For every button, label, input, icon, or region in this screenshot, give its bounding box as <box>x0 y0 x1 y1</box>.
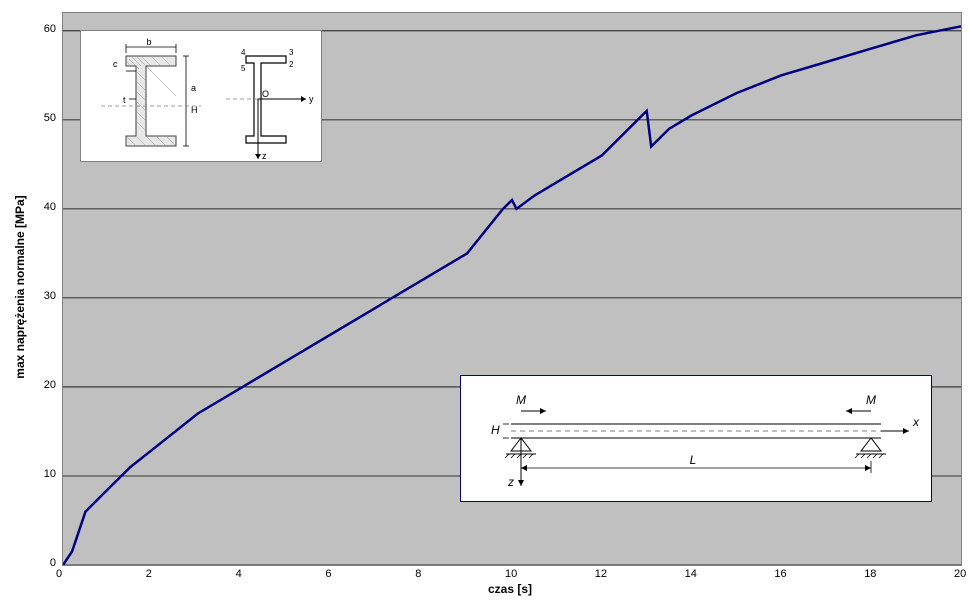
y-axis-label: max naprężenia normalne [MPa] <box>13 187 27 387</box>
axis-z: z <box>262 151 267 161</box>
origin-O: O <box>262 89 269 99</box>
y-tick: 30 <box>44 290 56 302</box>
y-tick: 40 <box>44 201 56 213</box>
y-tick: 10 <box>44 468 56 480</box>
moment-right: M <box>866 393 876 407</box>
x-tick: 18 <box>864 568 876 580</box>
x-tick: 14 <box>685 568 697 580</box>
pt3: 3 <box>289 48 294 57</box>
dim-a: a <box>191 83 196 93</box>
x-tick: 16 <box>774 568 786 580</box>
x-tick: 4 <box>236 568 242 580</box>
cross-section-svg: b c a t H <box>81 31 321 161</box>
dim-b: b <box>146 37 151 47</box>
y-tick: 60 <box>44 23 56 35</box>
axis-y: y <box>309 94 314 104</box>
y-tick: 20 <box>44 379 56 391</box>
beam-svg: M M H x z L <box>461 376 931 501</box>
x-axis-label: czas [s] <box>460 582 560 596</box>
x-tick: 6 <box>325 568 331 580</box>
axis-x: x <box>912 415 920 429</box>
inset-beam-diagram: M M H x z L <box>460 375 932 502</box>
pt5: 5 <box>241 64 246 73</box>
x-tick: 2 <box>146 568 152 580</box>
x-tick: 0 <box>56 568 62 580</box>
pt4: 4 <box>241 48 246 57</box>
dim-t: t <box>123 95 126 105</box>
x-tick: 10 <box>505 568 517 580</box>
inset-cross-section: b c a t H <box>80 30 322 162</box>
y-tick: 50 <box>44 112 56 124</box>
dim-H: H <box>191 105 198 115</box>
x-tick: 20 <box>954 568 966 580</box>
axis-z2: z <box>507 475 514 489</box>
x-tick: 8 <box>415 568 421 580</box>
chart-container: 0102030405060 02468101214161820 max napr… <box>0 0 970 603</box>
moment-left: M <box>516 393 526 407</box>
x-tick: 12 <box>595 568 607 580</box>
dim-L: L <box>690 453 697 467</box>
dim-c: c <box>113 59 118 69</box>
label-H: H <box>491 423 500 437</box>
pt2: 2 <box>289 60 294 69</box>
